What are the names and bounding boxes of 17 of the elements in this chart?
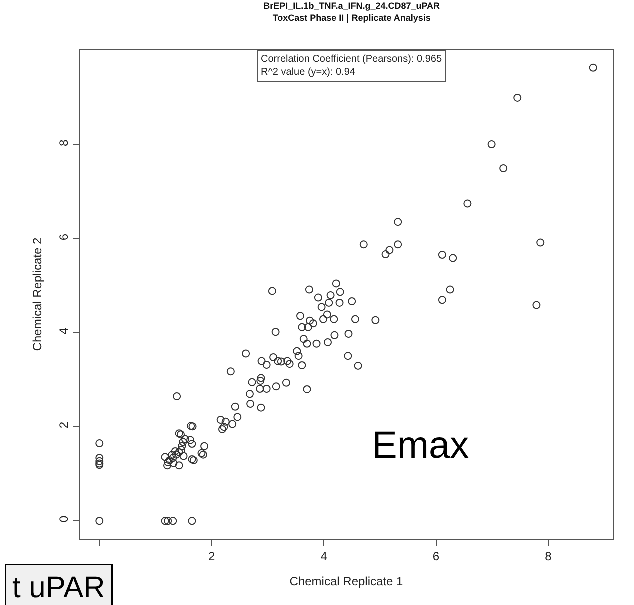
text: t uPAR	[12, 572, 106, 604]
x-tick-label: 2	[208, 549, 216, 564]
y-axis-title: Chemical Replicate 2	[30, 237, 44, 352]
annotation: R^2 value (y=x): 0.94	[261, 67, 356, 78]
x-tick-label: 4	[320, 549, 328, 564]
chart-title: BrEPI_IL.1b_TNF.a_IFN.g_24.CD87_uPAR	[264, 1, 441, 12]
x-tick-label: 6	[432, 549, 440, 564]
chart-subtitle: ToxCast Phase II | Replicate Analysis	[272, 12, 431, 23]
y-tick-label: 6	[57, 234, 72, 241]
y-tick-label: 4	[57, 328, 72, 335]
y-tick-label: 8	[57, 140, 72, 147]
x-tick-label: 8	[545, 549, 552, 564]
y-tick-label: 0	[57, 516, 72, 523]
x-axis-title: Chemical Replicate 1	[290, 574, 404, 588]
annotation: Emax	[372, 425, 470, 467]
y-tick-label: 2	[57, 422, 72, 429]
annotation: Correlation Coefficient (Pearsons): 0.965	[261, 54, 442, 65]
